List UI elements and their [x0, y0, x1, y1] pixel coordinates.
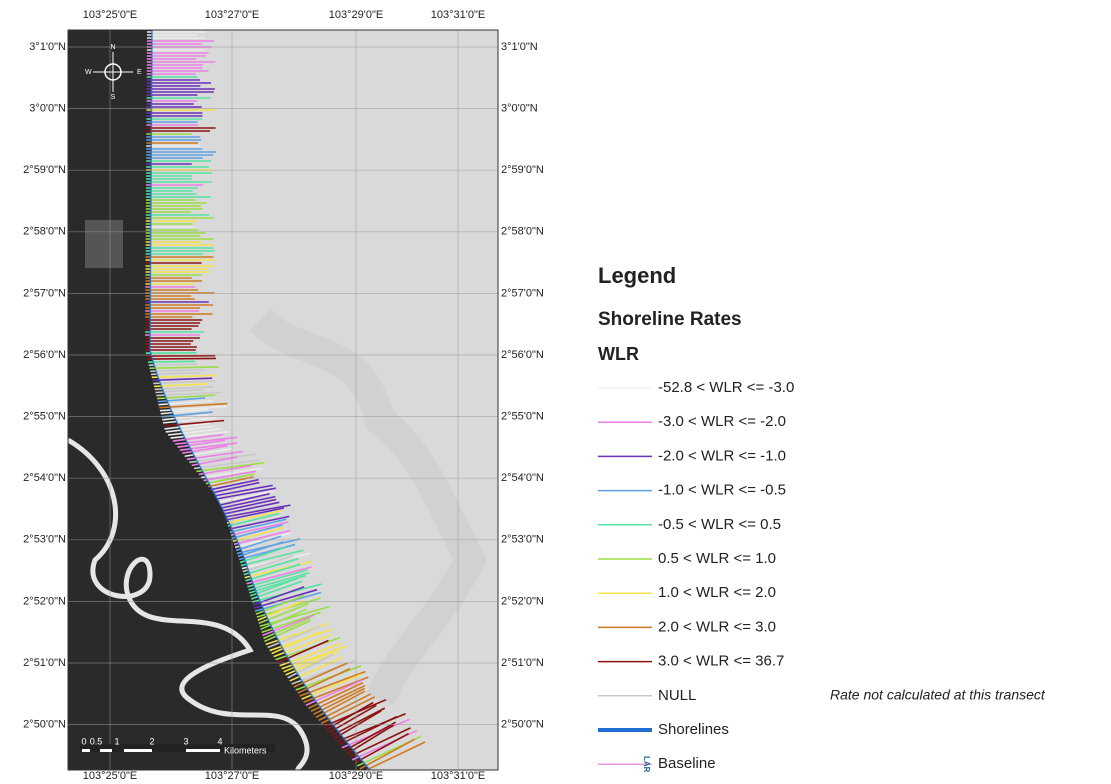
compass-w: W	[85, 69, 92, 76]
legend-label: NULL	[658, 687, 696, 704]
lon-label-bottom: 103°27'0"E	[205, 770, 259, 782]
lon-label-top: 103°31'0"E	[431, 9, 485, 21]
legend-field: WLR	[598, 344, 639, 364]
lat-label-right: 2°51'0"N	[501, 657, 544, 669]
lon-label-bottom: 103°31'0"E	[431, 770, 485, 782]
lon-label-top: 103°29'0"E	[329, 9, 383, 21]
scale-segment	[186, 749, 220, 752]
scale-segment	[124, 749, 152, 752]
lon-label-top: 103°27'0"E	[205, 9, 259, 21]
legend-label: -1.0 < WLR <= -0.5	[658, 482, 786, 499]
legend-label: 1.0 < WLR <= 2.0	[658, 584, 776, 601]
scale-label: 0.5	[90, 736, 103, 746]
lat-label-left: 2°51'0"N	[23, 657, 66, 669]
lat-label-right: 2°50'0"N	[501, 719, 544, 731]
lon-label-bottom: 103°25'0"E	[83, 770, 137, 782]
legend-label: Shorelines	[658, 721, 729, 738]
land-patch	[85, 220, 123, 268]
scale-label: 0	[81, 736, 86, 746]
legend-label: Baseline	[658, 755, 716, 772]
scale-segment	[82, 749, 90, 752]
lat-label-right: 2°59'0"N	[501, 164, 544, 176]
lat-label-left: 2°58'0"N	[23, 226, 66, 238]
lat-label-left: 2°50'0"N	[23, 719, 66, 731]
lat-label-right: 2°58'0"N	[501, 226, 544, 238]
legend-label: -2.0 < WLR <= -1.0	[658, 447, 786, 464]
lat-label-left: 2°54'0"N	[23, 472, 66, 484]
lat-label-left: 2°56'0"N	[23, 349, 66, 361]
legend: Legend Shoreline Rates WLR Rate not calc…	[598, 263, 1046, 773]
transect	[149, 364, 197, 365]
lat-label-right: 3°1'0"N	[501, 41, 538, 53]
baseline-icon: LAR	[642, 756, 651, 773]
legend-title: Legend	[598, 263, 676, 288]
lat-label-left: 2°52'0"N	[23, 595, 66, 607]
scale-unit: Kilometers	[224, 745, 267, 755]
lat-label-left: 2°57'0"N	[23, 287, 66, 299]
lat-label-left: 2°55'0"N	[23, 411, 66, 423]
compass-e: E	[137, 69, 142, 76]
legend-label: 0.5 < WLR <= 1.0	[658, 550, 776, 567]
lat-label-left: 3°1'0"N	[29, 41, 66, 53]
lat-label-right: 2°56'0"N	[501, 349, 544, 361]
legend-label: 2.0 < WLR <= 3.0	[658, 618, 776, 635]
page: 103°25'0"E 103°25'0"E 103°27'0"E 103°27'0"E…	[0, 0, 1111, 784]
transect	[147, 358, 216, 359]
lat-label-right: 2°55'0"N	[501, 411, 544, 423]
lat-label-right: 2°53'0"N	[501, 534, 544, 546]
legend-label: -3.0 < WLR <= -2.0	[658, 413, 786, 430]
scale-segment	[100, 749, 112, 752]
legend-label: -52.8 < WLR <= -3.0	[658, 379, 794, 396]
scale-label: 2	[149, 736, 154, 746]
lat-label-right: 2°52'0"N	[501, 595, 544, 607]
compass-s: S	[111, 94, 116, 101]
legend-label: 3.0 < WLR <= 36.7	[658, 653, 784, 670]
lat-label-left: 2°53'0"N	[23, 534, 66, 546]
scale-label: 3	[183, 736, 188, 746]
lat-label-left: 2°59'0"N	[23, 164, 66, 176]
lon-label-bottom: 103°29'0"E	[329, 770, 383, 782]
lat-label-right: 2°54'0"N	[501, 472, 544, 484]
scale-label: 1	[114, 736, 119, 746]
transect	[148, 361, 195, 362]
map-image	[68, 30, 498, 772]
lon-label-top: 103°25'0"E	[83, 9, 137, 21]
scale-label: 4	[217, 736, 222, 746]
lat-label-right: 3°0'0"N	[501, 103, 538, 115]
legend-subtitle: Shoreline Rates	[598, 309, 742, 330]
null-note: Rate not calculated at this transect	[830, 687, 1046, 703]
legend-label: -0.5 < WLR <= 0.5	[658, 516, 781, 533]
lat-label-right: 2°57'0"N	[501, 287, 544, 299]
lat-label-left: 3°0'0"N	[29, 103, 66, 115]
compass-n: N	[110, 44, 115, 51]
